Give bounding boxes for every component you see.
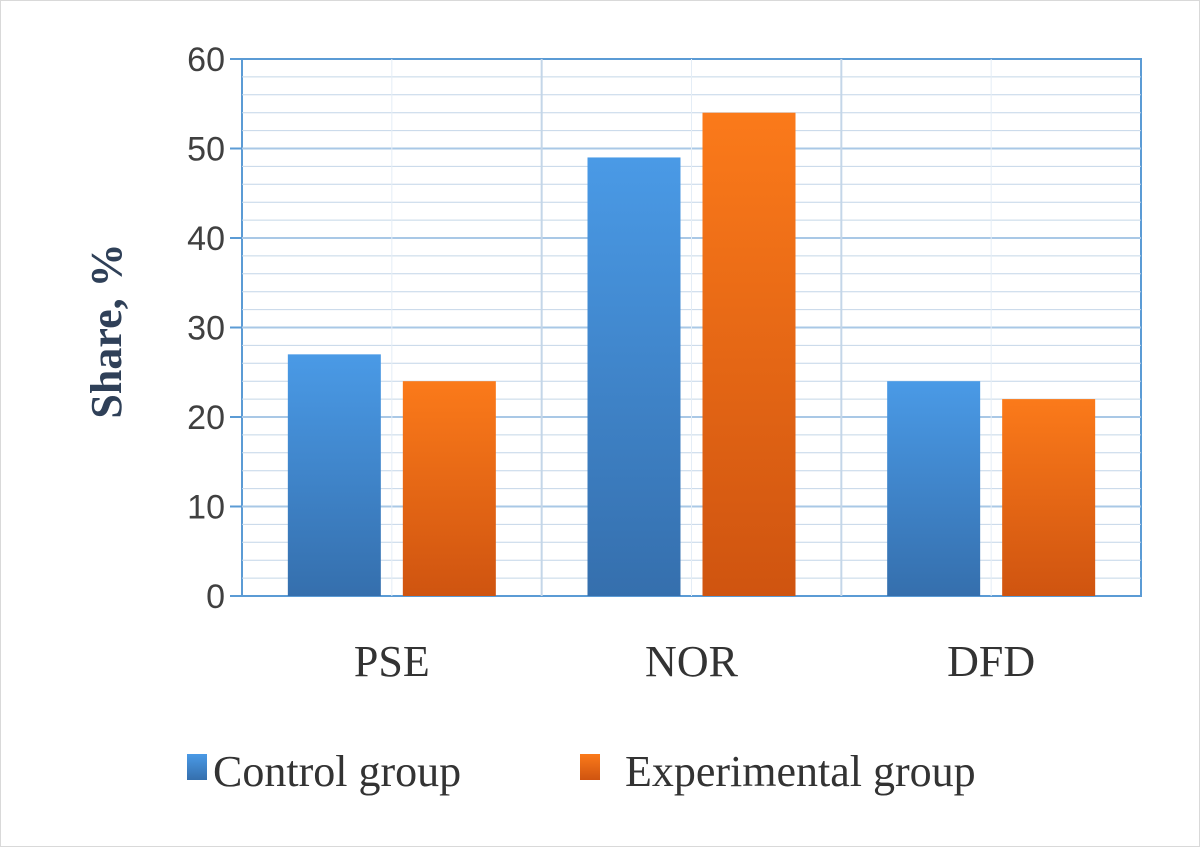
bars: [287, 112, 1096, 596]
x-tick-label-dfd: DFD: [947, 637, 1035, 686]
y-tick-label: 50: [187, 131, 225, 169]
y-tick-label: 0: [206, 578, 225, 616]
y-axis: 0 10 20 30 40 50 60: [187, 41, 242, 616]
legend-swatch-experimental: [580, 754, 600, 780]
legend-label-experimental: Experimental group: [625, 747, 976, 796]
x-tick-label-pse: PSE: [354, 637, 430, 686]
bar-experimental-nor: [702, 112, 796, 596]
legend-swatch-control: [187, 754, 207, 780]
bar-control-pse: [287, 354, 381, 596]
bar-experimental-dfd: [1002, 399, 1096, 596]
x-axis: PSE NOR DFD: [354, 637, 1035, 686]
y-axis-label: Share, %: [82, 243, 131, 418]
x-tick-label-nor: NOR: [645, 637, 739, 686]
legend-label-control: Control group: [213, 747, 461, 796]
y-tick-label: 30: [187, 310, 225, 348]
vertical-gridlines: [391, 59, 992, 596]
y-tick-label: 60: [187, 41, 225, 79]
y-tick-label: 20: [187, 399, 225, 437]
y-tick-label: 40: [187, 220, 225, 258]
y-tick-label: 10: [187, 489, 225, 527]
bar-control-nor: [587, 157, 681, 596]
bar-control-dfd: [887, 381, 981, 596]
legend: Control group Experimental group: [187, 747, 976, 796]
bar-experimental-pse: [402, 381, 496, 596]
